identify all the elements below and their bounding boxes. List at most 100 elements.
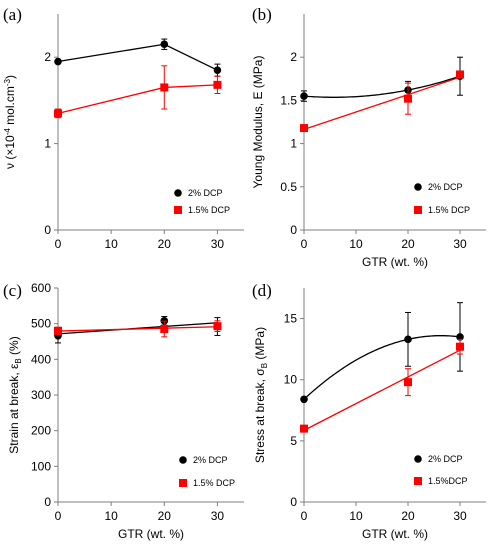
legend-label: 2% DCP (188, 188, 223, 198)
y-axis-title: ν (×10-4 mol.cm-3) (3, 75, 17, 169)
x-tick-label: 0 (55, 509, 62, 523)
legend-label: 1.5% DCP (193, 478, 235, 488)
legend-label: 1.5% DCP (188, 205, 230, 215)
data-point-black (54, 57, 62, 66)
y-tick-label: 0 (290, 495, 297, 509)
y-tick-label: 2 (290, 50, 297, 64)
legend-marker-red (414, 477, 422, 485)
data-point-black (300, 92, 308, 100)
data-point-black (404, 335, 412, 344)
chart-panel-d: 0 5 10 15 0 10 20 30 (d) GTR (wt. %) Stress at bre… (252, 281, 486, 541)
data-point-black (456, 333, 464, 341)
legend-marker-black (414, 183, 422, 191)
x-tick-label: 10 (349, 509, 363, 523)
y-axis-title-part: ν (×10 (3, 135, 17, 169)
x-tick-label: 20 (401, 509, 415, 523)
y-tick-label: 500 (31, 317, 51, 331)
y-axis-title: Stress at break, σB (MPa) (253, 327, 269, 463)
y-axis-title-part: mol.cm (3, 86, 17, 128)
data-point-red (404, 378, 412, 387)
x-tick-label: 30 (211, 237, 225, 251)
y-axis-title-script: B (14, 358, 23, 363)
y-tick-label: 1 (290, 137, 297, 151)
x-axis-title: GTR (wt. %) (362, 255, 428, 269)
y-tick-label: 200 (31, 424, 51, 438)
data-point-red (456, 70, 464, 79)
x-tick-label: 20 (401, 237, 415, 251)
x-tick-label: 10 (104, 237, 118, 251)
data-point-red (213, 322, 222, 331)
legend-label: 2% DCP (428, 454, 463, 464)
chart-panel-b: 00.511.520 10 20 30(b)GTR (wt. %)Young Modu… (251, 5, 486, 269)
y-axis-title-script: -3 (3, 78, 12, 86)
legend-marker-red (174, 206, 182, 214)
y-tick-label: 5 (290, 434, 297, 448)
y-tick-label: 10 (284, 373, 298, 387)
legend-marker-black (179, 456, 187, 464)
chart-panel-c: 0 100 200 300 400 500 600 0 10 20 30 (c) GTR (wt. %)… (3, 281, 244, 541)
y-tick-label: 1 (44, 137, 51, 151)
y-axis-title: Young Modulus, E (MPa) (251, 56, 265, 189)
data-point-black (160, 40, 169, 49)
data-point-red (54, 109, 62, 118)
y-tick-label: 600 (31, 281, 51, 295)
data-point-black (213, 66, 222, 74)
fit-line-red (303, 349, 461, 431)
y-axis-title-part: Strain at break, ε (7, 363, 21, 454)
legend-marker-red (414, 206, 422, 214)
legend-marker-black (414, 455, 422, 463)
x-tick-label: 20 (158, 509, 172, 523)
y-tick-label: 100 (31, 459, 51, 473)
x-tick-label: 0 (301, 237, 308, 251)
fit-line-red (303, 76, 461, 131)
y-tick-label: 400 (31, 352, 51, 366)
y-tick-label: 0 (44, 495, 51, 509)
y-axis-title-part: (%) (7, 336, 21, 358)
x-tick-label: 0 (55, 237, 62, 251)
fit-line-black (303, 335, 461, 400)
x-tick-label: 10 (104, 509, 118, 523)
legend-label: 1.5%DCP (428, 476, 468, 486)
x-axis-title: GTR (wt. %) (362, 527, 428, 541)
x-tick-label: 30 (453, 237, 467, 251)
fit-line-red (57, 84, 218, 114)
y-axis-title-script: B (260, 363, 269, 368)
data-point-black (300, 395, 308, 404)
x-tick-label: 0 (301, 509, 308, 523)
panel-label: (a) (3, 5, 22, 24)
fit-line-red (57, 326, 218, 332)
x-tick-label: 10 (349, 237, 363, 251)
legend-marker-black (174, 189, 182, 197)
panel-label: (c) (3, 281, 22, 300)
y-tick-label: 15 (284, 312, 298, 326)
data-point-red (54, 326, 62, 335)
y-axis-title-script: -4 (3, 128, 12, 136)
panel-label: (d) (252, 281, 272, 300)
y-axis-title-part: Young Modulus, E (MPa) (251, 56, 265, 189)
fit-line-black (303, 75, 461, 98)
data-point-red (160, 83, 169, 92)
x-axis-title: GTR (wt. %) (118, 527, 184, 541)
y-tick-label: 1.5 (280, 93, 297, 107)
y-axis-title-part: Stress at break, σ (253, 368, 267, 463)
x-tick-label: 20 (158, 237, 172, 251)
y-tick-label: 2 (44, 50, 51, 64)
y-axis-title-part: (MPa) (253, 327, 267, 363)
data-point-red (213, 80, 222, 89)
legend-label: 2% DCP (193, 455, 228, 465)
legend-label: 2% DCP (428, 182, 463, 192)
data-point-red (404, 94, 412, 103)
fit-line-black (57, 43, 218, 71)
y-tick-label: 0 (290, 223, 297, 237)
data-point-red (300, 424, 308, 433)
y-tick-label: 300 (31, 388, 51, 402)
data-point-red (160, 325, 169, 334)
data-point-red (300, 124, 308, 133)
x-tick-label: 30 (211, 509, 225, 523)
x-tick-label: 30 (453, 509, 467, 523)
y-tick-label: 0.5 (280, 180, 297, 194)
data-point-red (456, 342, 464, 351)
y-axis-title-part: ) (3, 75, 17, 79)
